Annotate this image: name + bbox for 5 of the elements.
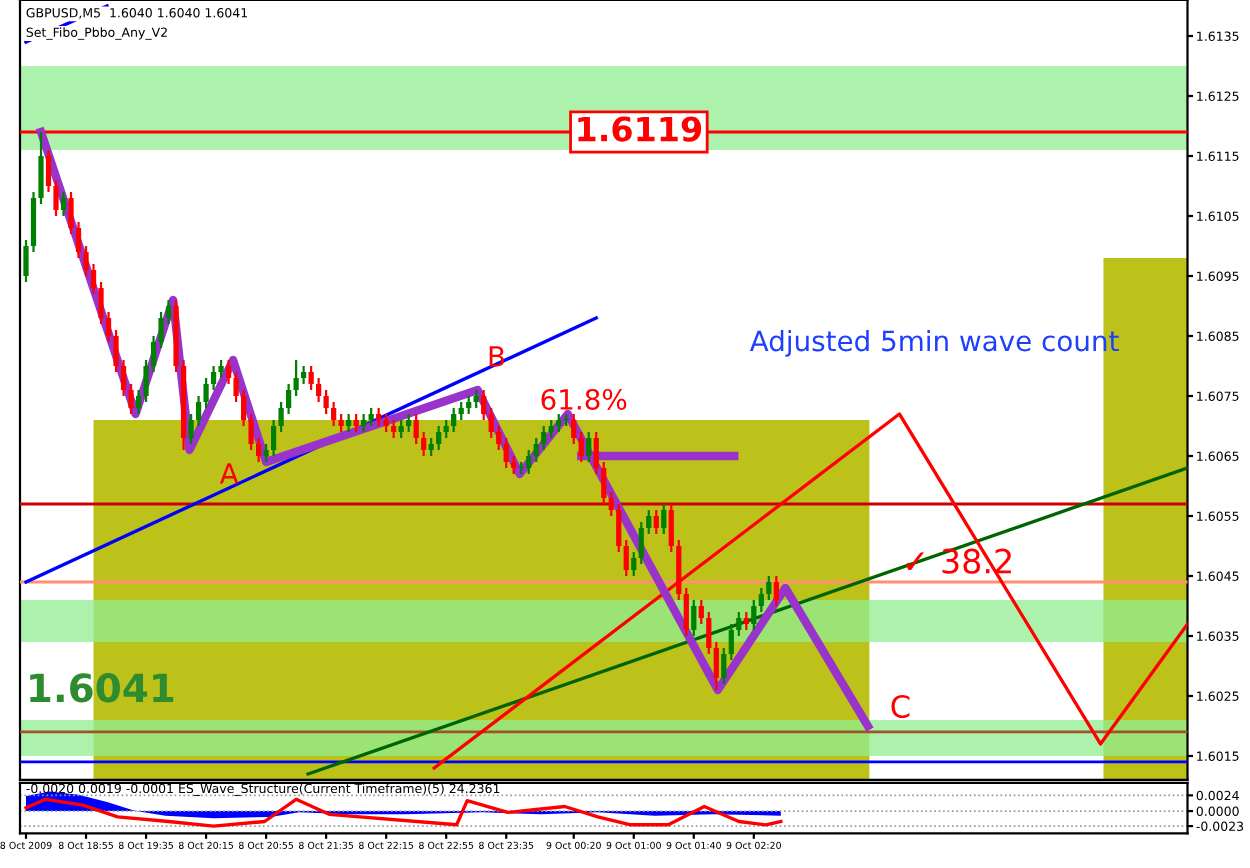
annotation: A <box>219 463 239 484</box>
annotation: C <box>891 694 910 719</box>
ref-line-label: 1.6119 <box>578 116 702 142</box>
annotation: 61.8% <box>541 388 627 410</box>
annotation: B <box>489 346 505 367</box>
